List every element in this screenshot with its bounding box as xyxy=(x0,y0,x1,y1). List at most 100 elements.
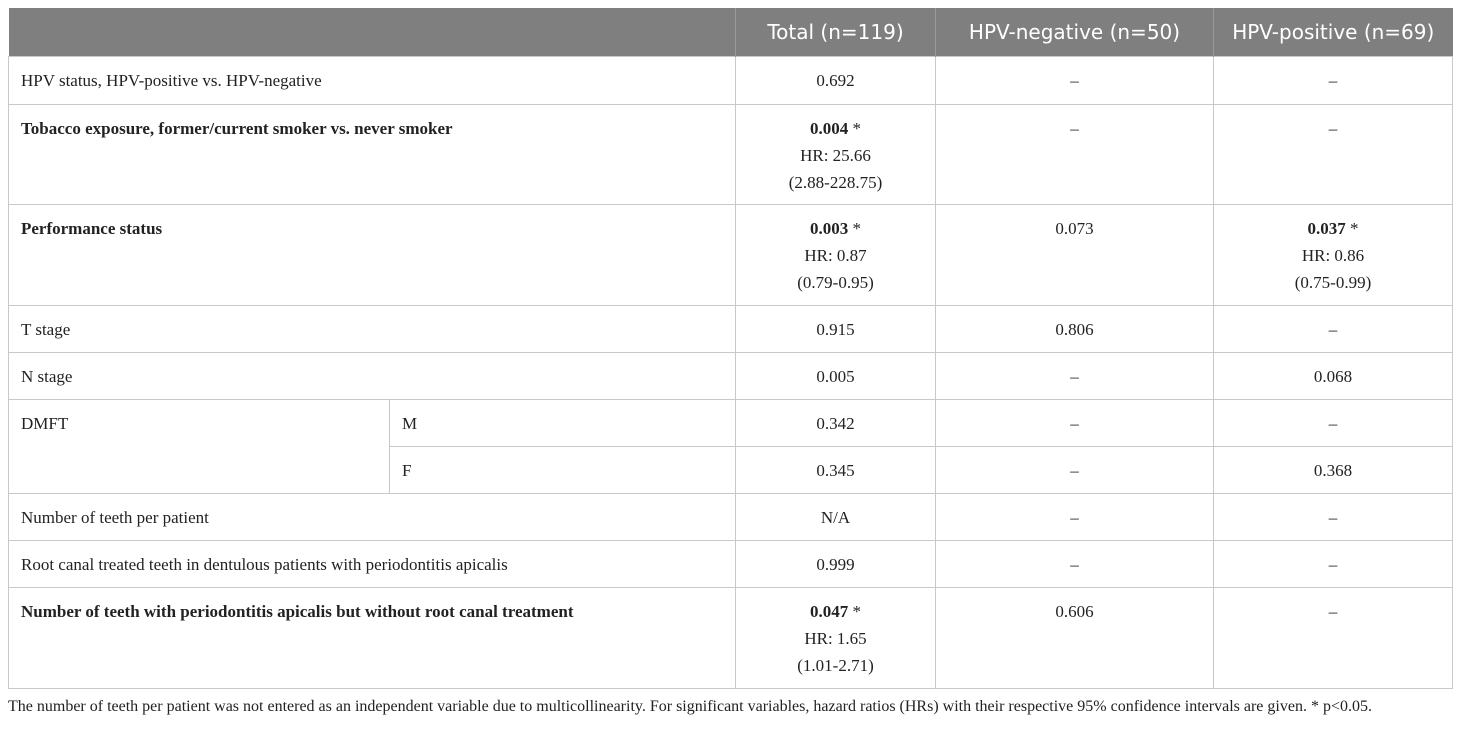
p-value-line: 0.692 xyxy=(748,67,923,94)
confidence-interval: (1.01-2.71) xyxy=(797,656,874,675)
cell-neg: – xyxy=(935,493,1214,541)
hazard-ratio: HR: 1.65 xyxy=(804,629,867,648)
cell-total: 0.004 * HR: 25.66 (2.88-228.75) xyxy=(735,104,936,205)
p-value: 0.999 xyxy=(816,555,855,574)
p-value-line: 0.047 * xyxy=(748,598,923,625)
header-total: Total (n=119) xyxy=(735,8,936,57)
cell-total: 0.005 xyxy=(735,352,936,400)
header-row: Total (n=119) HPV-negative (n=50) HPV-po… xyxy=(8,8,1453,57)
p-value-line: 0.342 xyxy=(748,410,923,437)
p-value: 0.068 xyxy=(1313,367,1353,386)
p-value-line: 0.368 xyxy=(1226,457,1440,484)
cell-total: N/A xyxy=(735,493,936,541)
p-value-line: – xyxy=(948,67,1201,94)
confidence-interval: (0.79-0.95) xyxy=(797,273,874,292)
cell-total: 0.345 xyxy=(735,446,936,494)
cell-pos: – xyxy=(1213,540,1453,588)
p-value-line: 0.999 xyxy=(748,551,923,578)
p-value-line: N/A xyxy=(748,504,923,531)
p-value-line: – xyxy=(948,115,1201,142)
p-value: – xyxy=(1070,414,1079,433)
row-label: Root canal treated teeth in dentulous pa… xyxy=(8,540,736,588)
p-value: – xyxy=(1328,71,1338,90)
p-value-line: – xyxy=(1226,316,1440,343)
cell-total: 0.342 xyxy=(735,399,936,447)
p-value-line: – xyxy=(1226,115,1440,142)
p-value-line: – xyxy=(948,410,1201,437)
confidence-interval: (0.75-0.99) xyxy=(1294,273,1372,292)
table-row: DMFT M 0.342 – – xyxy=(8,399,1453,494)
p-value-line: 0.037 * xyxy=(1226,215,1440,242)
cell-neg: – xyxy=(935,540,1214,588)
row-label: Performance status xyxy=(8,204,736,306)
table-row: N stage 0.005 – 0.068 xyxy=(8,352,1453,400)
cell-pos: – xyxy=(1213,104,1453,205)
table-row: Tobacco exposure, former/current smoker … xyxy=(8,104,1453,205)
cell-pos: – xyxy=(1213,305,1453,353)
p-value-line: 0.005 xyxy=(748,363,923,390)
p-value-line: – xyxy=(1226,67,1440,94)
cell-pos: – xyxy=(1213,587,1453,689)
p-value-line: – xyxy=(1226,598,1440,625)
table-row: Performance status 0.003 * HR: 0.87 (0.79-0… xyxy=(8,204,1453,306)
p-value: – xyxy=(1070,71,1079,90)
p-value: – xyxy=(1328,119,1338,138)
p-value: – xyxy=(1070,367,1079,386)
p-value: 0.037 xyxy=(1307,219,1346,238)
confidence-interval: (2.88-228.75) xyxy=(788,173,883,192)
hazard-ratio: HR: 0.87 xyxy=(804,246,867,265)
row-sublabel: F xyxy=(389,446,736,494)
p-value: – xyxy=(1328,602,1338,621)
p-value: 0.692 xyxy=(816,71,855,90)
p-value: – xyxy=(1328,508,1338,527)
p-value-line: 0.806 xyxy=(948,316,1201,343)
hazard-ratio: HR: 25.66 xyxy=(800,146,871,165)
cell-total: 0.047 * HR: 1.65 (1.01-2.71) xyxy=(735,587,936,689)
p-value: – xyxy=(1328,320,1338,339)
cell-total: 0.692 xyxy=(735,56,936,105)
header-hpv-positive: HPV-positive (n=69) xyxy=(1213,8,1453,57)
table-body: HPV status, HPV-positive vs. HPV-negativ… xyxy=(8,56,1453,689)
footnote: The number of teeth per patient was not … xyxy=(8,698,1372,715)
cell-neg: – xyxy=(935,399,1214,447)
row-label: T stage xyxy=(8,305,736,353)
cell-neg: – xyxy=(935,104,1214,205)
hazard-ratio: HR: 0.86 xyxy=(1301,246,1365,265)
row-label: N stage xyxy=(8,352,736,400)
p-value: 0.003 xyxy=(810,219,849,238)
cell-pos: 0.368 xyxy=(1213,446,1453,494)
cell-total: 0.003 * HR: 0.87 (0.79-0.95) xyxy=(735,204,936,306)
cell-pos: – xyxy=(1213,493,1453,541)
header-variable xyxy=(8,8,736,57)
cell-total: 0.999 xyxy=(735,540,936,588)
significance-marker: * xyxy=(1350,219,1359,238)
cell-neg: 0.806 xyxy=(935,305,1214,353)
row-sublabel: M xyxy=(389,399,736,447)
significance-marker: * xyxy=(852,119,862,138)
p-value: 0.368 xyxy=(1313,461,1353,480)
p-value-line: – xyxy=(948,363,1201,390)
p-value: 0.342 xyxy=(816,414,855,433)
p-value: 0.345 xyxy=(816,461,855,480)
row-label: Tobacco exposure, former/current smoker … xyxy=(8,104,736,205)
cell-total: 0.915 xyxy=(735,305,936,353)
significance-marker: * xyxy=(852,219,862,238)
p-value-line: 0.073 xyxy=(948,215,1201,242)
row-label: Number of teeth with periodontitis apica… xyxy=(8,587,736,689)
cell-neg: – xyxy=(935,56,1214,105)
cell-neg: – xyxy=(935,352,1214,400)
p-value: – xyxy=(1070,555,1079,574)
p-value-line: – xyxy=(948,457,1201,484)
cell-neg: – xyxy=(935,446,1214,494)
table-row: Root canal treated teeth in dentulous pa… xyxy=(8,540,1453,588)
row-label: Number of teeth per patient xyxy=(8,493,736,541)
header-hpv-negative: HPV-negative (n=50) xyxy=(935,8,1214,57)
p-value: – xyxy=(1328,414,1338,433)
p-value: 0.806 xyxy=(1055,320,1094,339)
p-value-line: – xyxy=(948,551,1201,578)
table-row: Number of teeth with periodontitis apica… xyxy=(8,587,1453,689)
row-label: HPV status, HPV-positive vs. HPV-negativ… xyxy=(8,56,736,105)
p-value-line: – xyxy=(1226,410,1440,437)
p-value: 0.047 xyxy=(810,602,849,621)
p-value-line: 0.068 xyxy=(1226,363,1440,390)
